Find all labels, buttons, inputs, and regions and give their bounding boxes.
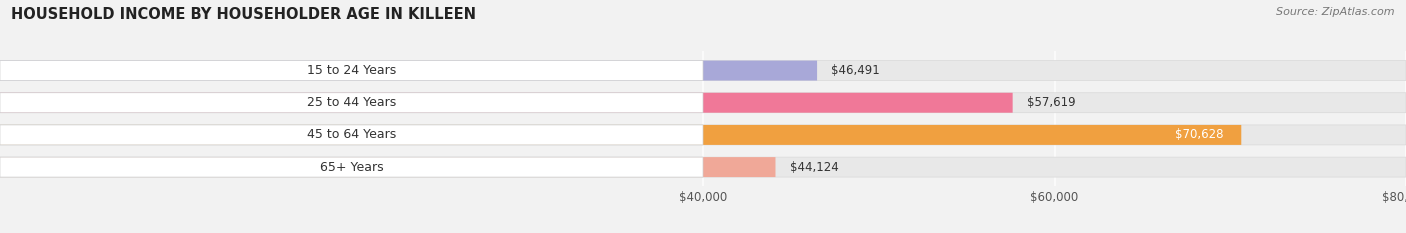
FancyBboxPatch shape [0,93,703,113]
FancyBboxPatch shape [0,125,703,145]
FancyBboxPatch shape [0,93,1012,113]
FancyBboxPatch shape [0,157,1406,177]
Text: 15 to 24 Years: 15 to 24 Years [307,64,396,77]
FancyBboxPatch shape [0,61,703,81]
Text: $44,124: $44,124 [790,161,838,174]
Text: 25 to 44 Years: 25 to 44 Years [307,96,396,109]
FancyBboxPatch shape [0,93,1406,113]
FancyBboxPatch shape [0,61,817,81]
FancyBboxPatch shape [0,125,1406,145]
Text: $70,628: $70,628 [1175,128,1223,141]
FancyBboxPatch shape [0,125,1241,145]
Text: $57,619: $57,619 [1026,96,1076,109]
Text: 45 to 64 Years: 45 to 64 Years [307,128,396,141]
FancyBboxPatch shape [0,157,703,177]
FancyBboxPatch shape [0,61,1406,81]
Text: $46,491: $46,491 [831,64,880,77]
FancyBboxPatch shape [0,157,776,177]
Text: 65+ Years: 65+ Years [319,161,384,174]
Text: HOUSEHOLD INCOME BY HOUSEHOLDER AGE IN KILLEEN: HOUSEHOLD INCOME BY HOUSEHOLDER AGE IN K… [11,7,477,22]
Text: Source: ZipAtlas.com: Source: ZipAtlas.com [1277,7,1395,17]
